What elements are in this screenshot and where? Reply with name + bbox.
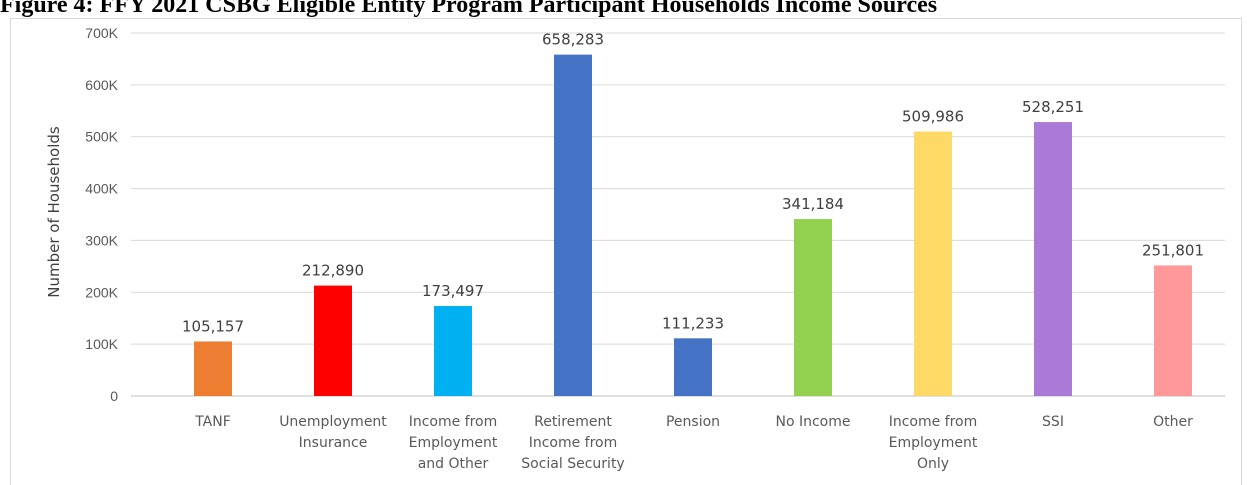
data-label: 111,233 xyxy=(662,314,724,332)
bar xyxy=(794,219,832,396)
data-label: 509,986 xyxy=(902,108,964,126)
data-label: 173,497 xyxy=(422,282,484,300)
x-tick-label: Retirement Income from Social Security xyxy=(521,414,624,472)
data-label: 658,283 xyxy=(542,31,604,49)
bar xyxy=(194,341,232,396)
y-tick-label: 300K xyxy=(85,232,118,248)
bar xyxy=(1154,265,1192,396)
x-tick-label: Other xyxy=(1153,414,1193,430)
y-tick-label: 100K xyxy=(85,336,118,352)
x-tick-label: Income from Employment Only xyxy=(889,414,978,472)
bar xyxy=(314,285,352,396)
y-tick-label: 0 xyxy=(110,388,118,404)
bar xyxy=(1034,122,1072,397)
data-label: 251,801 xyxy=(1142,241,1204,259)
x-tick-label: Income from Employment and Other xyxy=(409,414,498,472)
x-tick-label: Pension xyxy=(666,414,720,430)
y-axis-ticks: 0 100K 200K 300K 400K 500K 600K 700K xyxy=(85,25,118,404)
bars xyxy=(194,54,1192,397)
bar xyxy=(914,131,952,396)
data-label: 341,184 xyxy=(782,195,844,213)
chart-title: Figure 4: FFY 2021 CSBG Eligible Entity … xyxy=(0,0,938,18)
data-label: 528,251 xyxy=(1022,98,1084,116)
y-tick-label: 600K xyxy=(85,77,118,93)
x-tick-label: SSI xyxy=(1042,414,1064,430)
y-tick-label: 200K xyxy=(85,284,118,300)
y-tick-label: 500K xyxy=(85,129,118,145)
x-tick-label: No Income xyxy=(775,414,850,430)
data-label: 212,890 xyxy=(302,262,364,280)
bar xyxy=(554,54,592,397)
y-tick-label: 700K xyxy=(85,25,118,41)
data-labels: 105,157 212,890 173,497 658,283 111,233 341,1… xyxy=(182,31,1204,336)
x-axis-categories: TANF Unemployment Insurance Income from Empl… xyxy=(194,414,1193,472)
data-label: 105,157 xyxy=(182,317,244,335)
x-tick-label: TANF xyxy=(194,414,231,430)
bar xyxy=(434,306,472,396)
chart-frame xyxy=(10,18,1242,485)
bar xyxy=(674,338,712,396)
y-axis-label: Number of Households xyxy=(45,126,63,298)
x-tick-label: Unemployment Insurance xyxy=(279,414,387,451)
y-tick-label: 400K xyxy=(85,181,118,197)
